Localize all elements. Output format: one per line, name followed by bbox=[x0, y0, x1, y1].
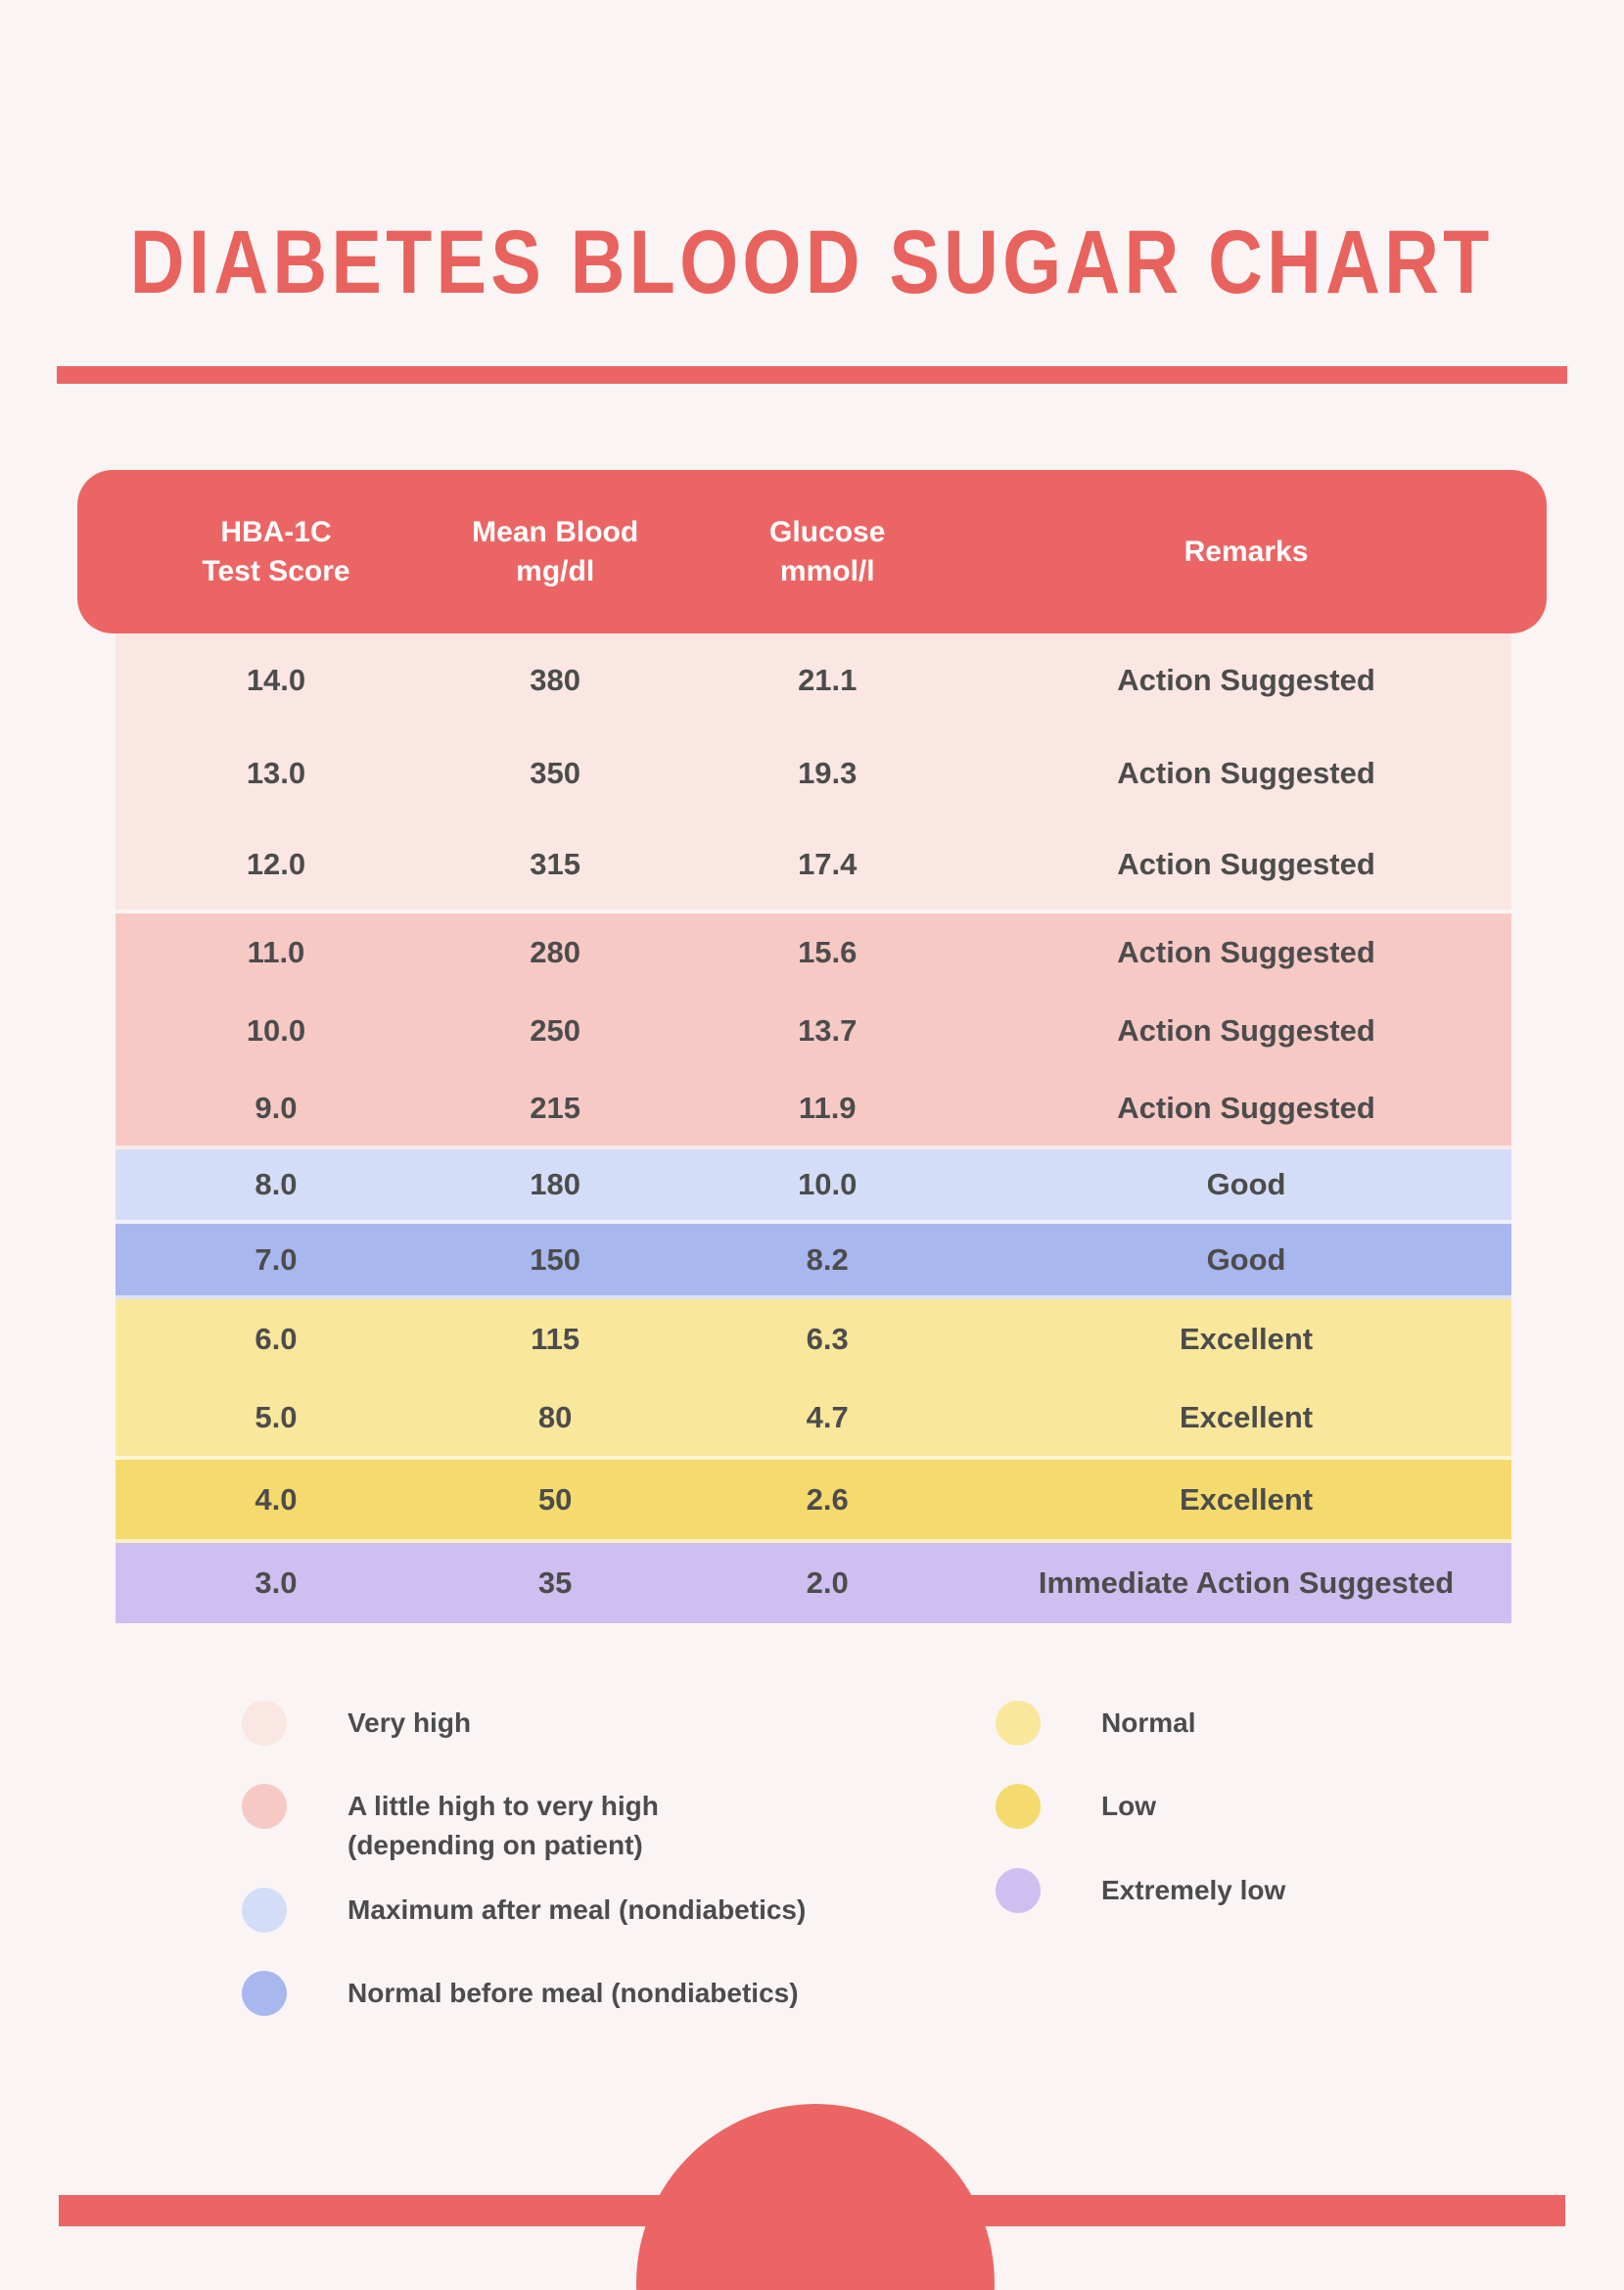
table-row: 8.0 180 10.0 Good bbox=[116, 1149, 1511, 1224]
cell-glucose: 10.0 bbox=[798, 1167, 858, 1201]
cell-remark: Action Suggested bbox=[1117, 935, 1375, 969]
cell-mean-blood: 350 bbox=[530, 755, 581, 790]
cell-remark: Action Suggested bbox=[1117, 755, 1375, 790]
cell-mean-blood: 250 bbox=[530, 1013, 581, 1048]
legend-label: Extremely low bbox=[1101, 1875, 1286, 1905]
cell-glucose: 19.3 bbox=[798, 755, 858, 790]
cell-mean-blood: 80 bbox=[537, 1400, 573, 1434]
legend-label: Normal before meal (nondiabetics) bbox=[348, 1978, 799, 2008]
cell-hba1c: 14.0 bbox=[246, 662, 306, 697]
table-row: 4.0 50 2.6 Excellent bbox=[116, 1460, 1511, 1543]
cell-remark: Excellent bbox=[1179, 1322, 1314, 1356]
table-row: 6.0 115 6.3 Excellent bbox=[116, 1299, 1511, 1379]
legend-item: A little high to very high (depending on… bbox=[242, 1784, 659, 1865]
cell-mean-blood: 280 bbox=[530, 935, 581, 969]
cell-hba1c: 7.0 bbox=[255, 1241, 298, 1277]
page-title: DIABETES BLOOD SUGAR CHART bbox=[130, 212, 1494, 312]
cell-remark: Action Suggested bbox=[1117, 662, 1375, 697]
cell-hba1c: 6.0 bbox=[255, 1322, 298, 1356]
cell-glucose: 21.1 bbox=[798, 662, 858, 697]
legend-item: Normal bbox=[996, 1701, 1195, 1746]
cell-hba1c: 5.0 bbox=[255, 1400, 298, 1434]
table-row: 9.0 215 11.9 Action Suggested bbox=[116, 1070, 1511, 1149]
cell-mean-blood: 50 bbox=[537, 1481, 573, 1517]
legend-color-swatch bbox=[242, 1971, 287, 2016]
table-row: 11.0 280 15.6 Action Suggested bbox=[116, 913, 1511, 992]
table-body: 14.0 380 21.1 Action Suggested 13.0 350 19.3 Ac… bbox=[116, 633, 1511, 1623]
legend-label: Low bbox=[1101, 1791, 1156, 1821]
table-row: 14.0 380 21.1 Action Suggested bbox=[116, 633, 1511, 726]
legend-color-swatch bbox=[996, 1701, 1041, 1746]
cell-glucose: 8.2 bbox=[806, 1241, 849, 1277]
cell-mean-blood: 115 bbox=[531, 1322, 580, 1356]
cell-remark: Action Suggested bbox=[1117, 1090, 1375, 1125]
cell-mean-blood: 315 bbox=[530, 847, 581, 881]
legend-color-swatch bbox=[996, 1868, 1041, 1913]
legend-item: Low bbox=[996, 1784, 1156, 1829]
cell-hba1c: 8.0 bbox=[255, 1167, 298, 1201]
cell-mean-blood: 380 bbox=[530, 662, 581, 697]
title-divider bbox=[57, 366, 1567, 384]
cell-hba1c: 11.0 bbox=[247, 935, 305, 969]
cell-glucose: 11.9 bbox=[798, 1090, 857, 1125]
legend-item: Extremely low bbox=[996, 1868, 1285, 1913]
cell-hba1c: 9.0 bbox=[255, 1090, 298, 1125]
bottom-dome-decoration bbox=[636, 2104, 995, 2290]
cell-glucose: 17.4 bbox=[798, 847, 858, 881]
table-row: 13.0 350 19.3 Action Suggested bbox=[116, 726, 1511, 819]
legend-color-swatch bbox=[242, 1701, 287, 1746]
legend-color-swatch bbox=[996, 1784, 1041, 1829]
cell-mean-blood: 180 bbox=[530, 1167, 581, 1201]
cell-hba1c: 13.0 bbox=[246, 755, 306, 790]
cell-glucose: 15.6 bbox=[798, 935, 858, 969]
cell-glucose: 2.6 bbox=[806, 1481, 849, 1517]
cell-hba1c: 3.0 bbox=[255, 1566, 298, 1600]
legend-color-swatch bbox=[242, 1784, 287, 1829]
table-row: 10.0 250 13.7 Action Suggested bbox=[116, 992, 1511, 1070]
cell-hba1c: 10.0 bbox=[246, 1013, 306, 1048]
header-mean-blood: Mean Blood mg/dl bbox=[472, 515, 639, 587]
cell-mean-blood: 215 bbox=[530, 1090, 581, 1125]
cell-remark: Action Suggested bbox=[1117, 847, 1375, 881]
cell-remark: Immediate Action Suggested bbox=[1038, 1566, 1455, 1600]
legend-label: A little high to very high (depending on… bbox=[348, 1791, 659, 1860]
cell-remark: Action Suggested bbox=[1117, 1013, 1375, 1048]
cell-hba1c: 12.0 bbox=[246, 847, 306, 881]
cell-mean-blood: 35 bbox=[537, 1566, 573, 1600]
legend-item: Very high bbox=[242, 1701, 471, 1746]
cell-remark: Good bbox=[1206, 1241, 1286, 1277]
cell-remark: Excellent bbox=[1179, 1481, 1314, 1517]
table-header: HBA-1C Test Score Mean Blood mg/dl Gluco… bbox=[77, 470, 1547, 633]
table-row: 5.0 80 4.7 Excellent bbox=[116, 1379, 1511, 1460]
cell-glucose: 4.7 bbox=[806, 1400, 849, 1434]
table-row: 7.0 150 8.2 Good bbox=[116, 1224, 1511, 1299]
legend-label: Maximum after meal (nondiabetics) bbox=[348, 1894, 807, 1925]
cell-glucose: 6.3 bbox=[806, 1322, 849, 1356]
table-row: 12.0 315 17.4 Action Suggested bbox=[116, 819, 1511, 913]
header-remarks: Remarks bbox=[1183, 535, 1309, 568]
legend-label: Normal bbox=[1101, 1707, 1196, 1738]
cell-glucose: 13.7 bbox=[798, 1013, 858, 1048]
cell-remark: Excellent bbox=[1179, 1400, 1314, 1434]
cell-hba1c: 4.0 bbox=[255, 1481, 298, 1517]
legend-item: Maximum after meal (nondiabetics) bbox=[242, 1888, 806, 1933]
legend-item: Normal before meal (nondiabetics) bbox=[242, 1971, 799, 2016]
legend-label: Very high bbox=[348, 1707, 472, 1738]
header-hba1c: HBA-1C Test Score bbox=[202, 515, 350, 587]
cell-glucose: 2.0 bbox=[806, 1566, 849, 1600]
cell-remark: Good bbox=[1206, 1167, 1286, 1201]
cell-mean-blood: 150 bbox=[530, 1241, 581, 1277]
header-glucose: Glucose mmol/l bbox=[769, 515, 886, 587]
table-row: 3.0 35 2.0 Immediate Action Suggested bbox=[116, 1543, 1511, 1623]
legend-color-swatch bbox=[242, 1888, 287, 1933]
